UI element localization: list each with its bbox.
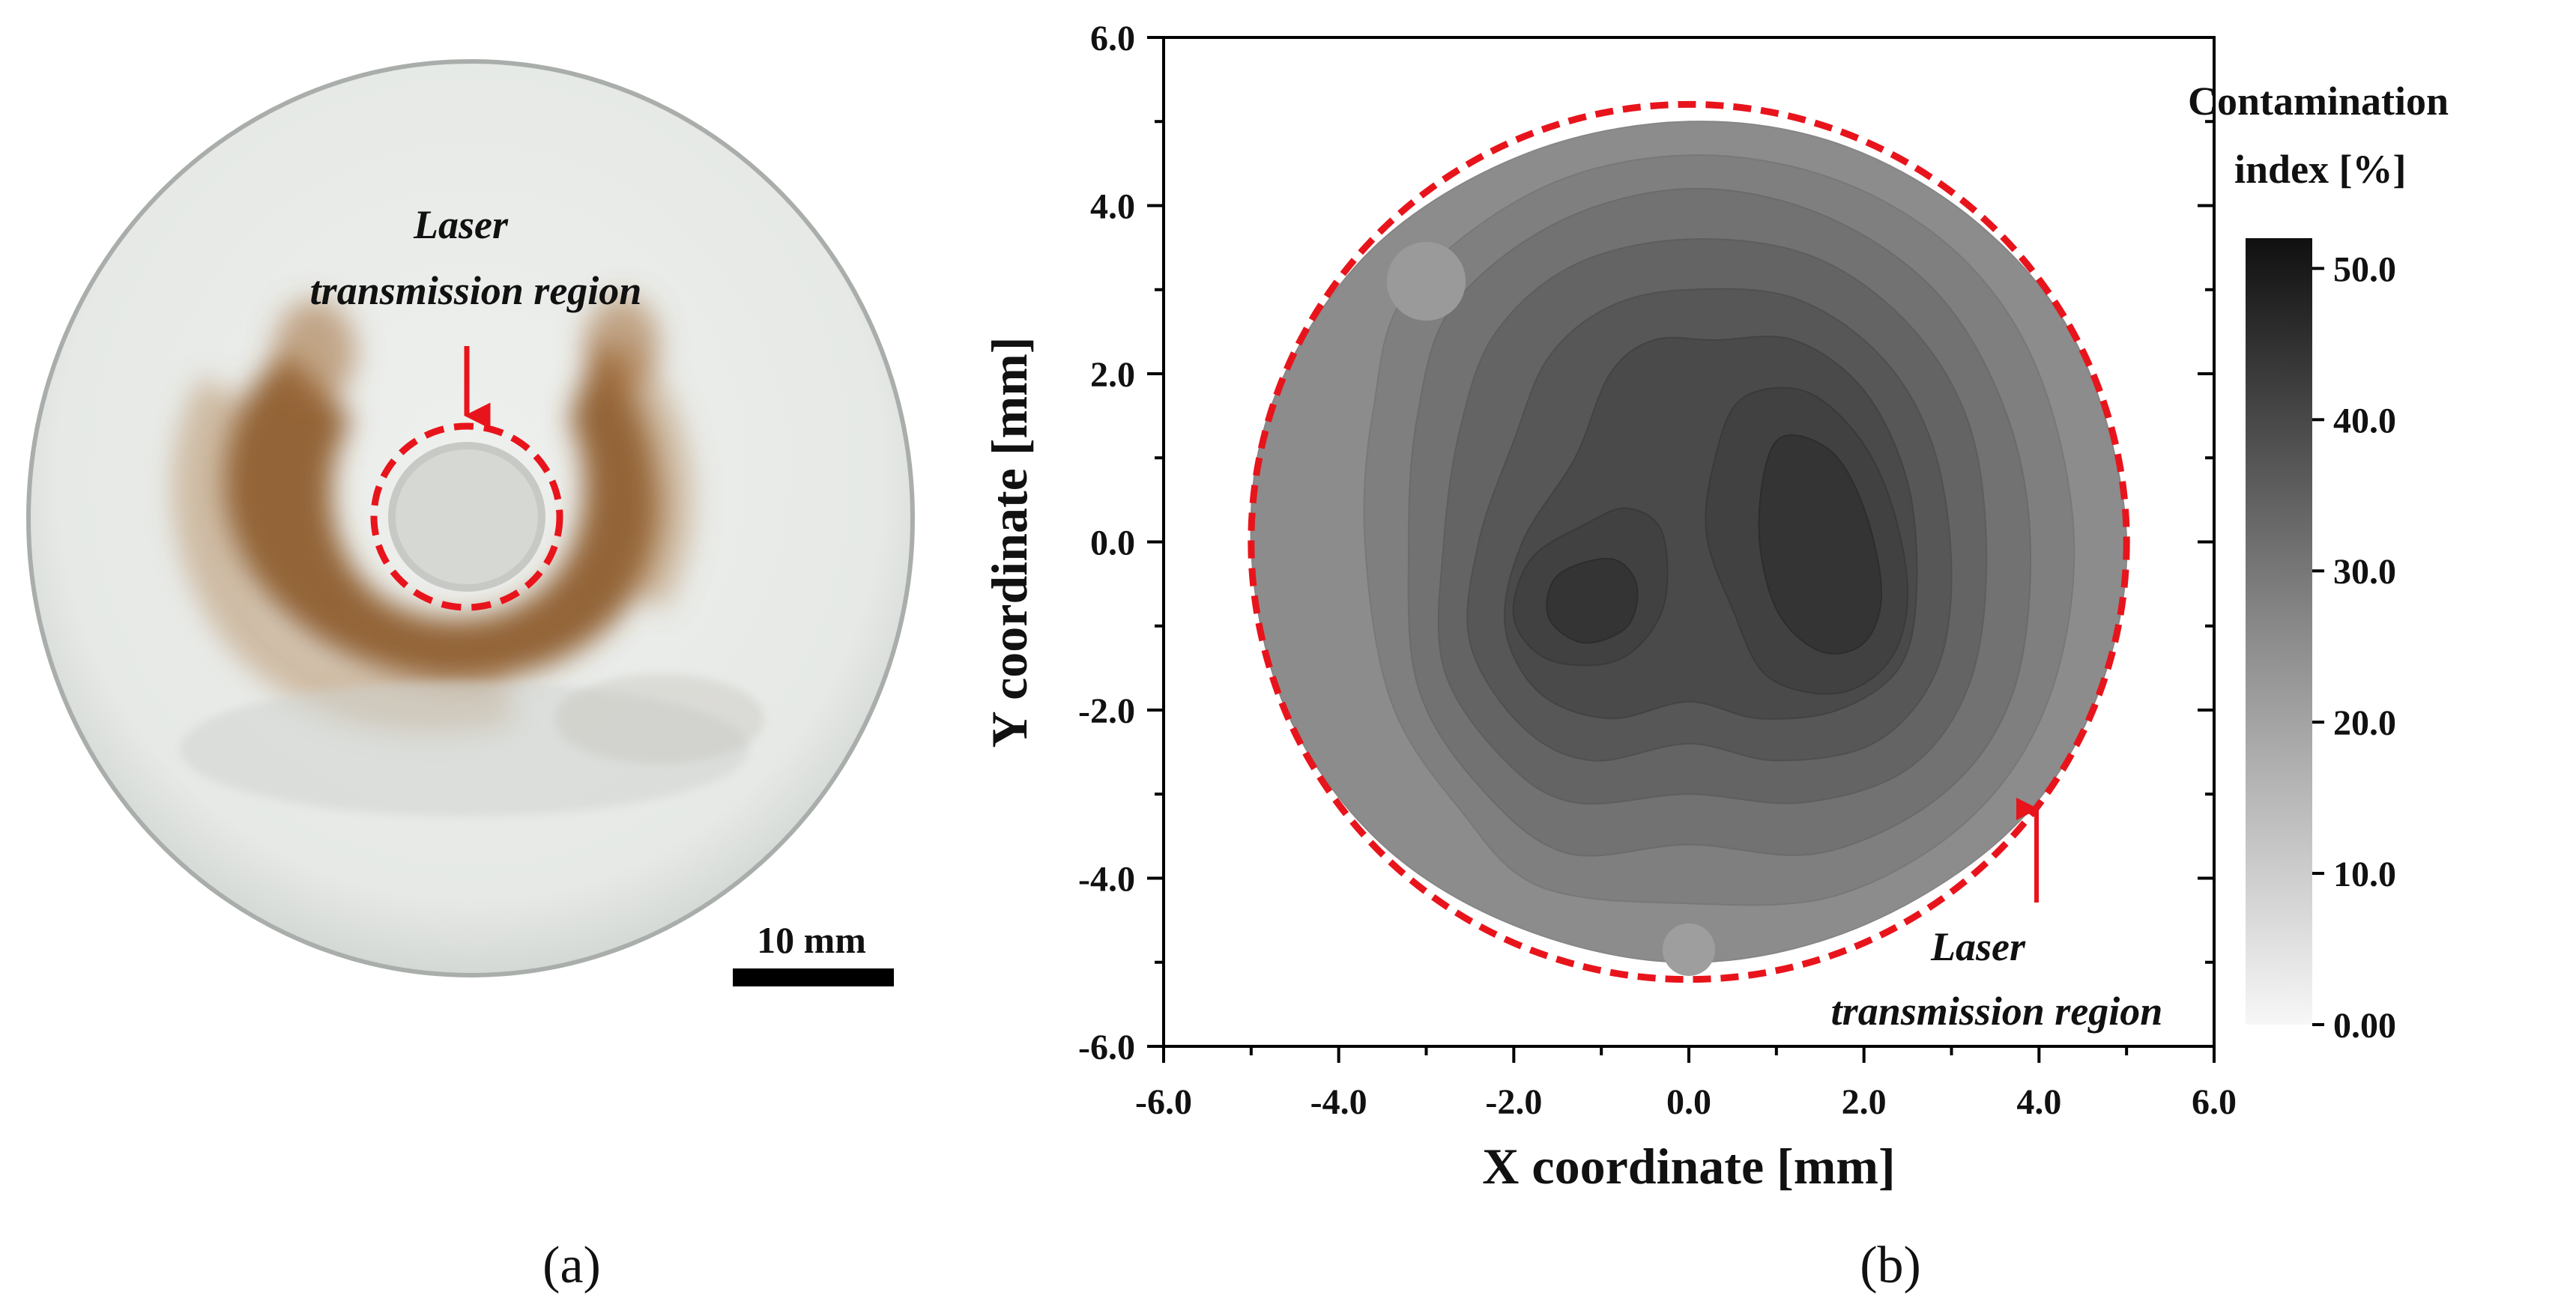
y-tick-labels: -6.0 -4.0 -2.0 0.0 2.0 4.0 6.0 [1078,19,1135,1067]
colorbar-tick-label: 30.0 [2333,552,2396,592]
colorbar-tick-label: 40.0 [2333,401,2396,440]
colorbar [2246,238,2312,1025]
panel-a-annotation-line2: transmission region [310,268,642,313]
contour-map [1250,121,2128,963]
y-tick-label: 2.0 [1090,355,1135,395]
colorbar-tick-label: 50.0 [2333,249,2396,289]
light-spot-1 [1662,923,1716,976]
axis-ticks [1147,36,2216,1063]
y-tick-label: -6.0 [1078,1028,1135,1067]
subfigure-label-b: (b) [1860,1237,1921,1294]
y-tick-label: 0.0 [1090,524,1135,563]
x-tick-label: -4.0 [1310,1082,1367,1122]
faint-residue [180,674,764,816]
colorbar-tick-label: 20.0 [2333,703,2396,743]
x-tick-label: -6.0 [1135,1082,1192,1122]
x-tick-label: 6.0 [2192,1082,2237,1122]
colorbar-title-line2: index [%] [2234,147,2407,192]
colorbar-ticks: 0.00 10.0 20.0 30.0 40.0 50.0 [2312,249,2396,1046]
x-tick-label: 0.0 [1666,1082,1711,1122]
scale-bar [733,968,894,986]
panel-a: Laser transmission region 10 mm (a) [26,59,915,1294]
subfigure-label-a: (a) [542,1237,601,1294]
panel-b-annotation-line1: Laser [1930,924,2026,969]
light-spots [1386,241,1716,976]
scale-bar-label: 10 mm [757,919,866,961]
x-tick-labels: -6.0 -4.0 -2.0 0.0 2.0 4.0 6.0 [1135,1082,2237,1122]
y-tick-label: 4.0 [1090,187,1135,227]
transmission-spot [388,442,545,592]
y-tick-label: 6.0 [1090,19,1135,58]
colorbar-tick-label: 10.0 [2333,855,2396,894]
panel-b: -6.0 -4.0 -2.0 0.0 2.0 4.0 6.0 -6.0 -4.0 -2.0 0.0… [981,19,2449,1294]
y-axis-title: Y coordinate [mm] [981,337,1038,748]
panel-b-annotation-line2: transmission region [1831,989,2163,1034]
x-tick-label: -2.0 [1485,1082,1542,1122]
contour-band-8 [1758,434,1883,655]
laser-region-boundary [1248,100,2130,983]
x-tick-label: 2.0 [1842,1082,1887,1122]
colorbar-tick-label: 0.00 [2333,1006,2396,1046]
y-tick-label: -4.0 [1078,860,1135,900]
light-spot-0 [1386,241,1466,321]
y-tick-label: -2.0 [1078,691,1135,731]
panel-a-annotation-line1: Laser [413,202,509,247]
glass-window-photo [26,59,915,977]
colorbar-title-line1: Contamination [2188,79,2449,124]
x-tick-label: 4.0 [2016,1082,2061,1122]
contour-band-9 [1546,557,1639,644]
x-axis-title: X coordinate [mm] [1482,1138,1895,1195]
